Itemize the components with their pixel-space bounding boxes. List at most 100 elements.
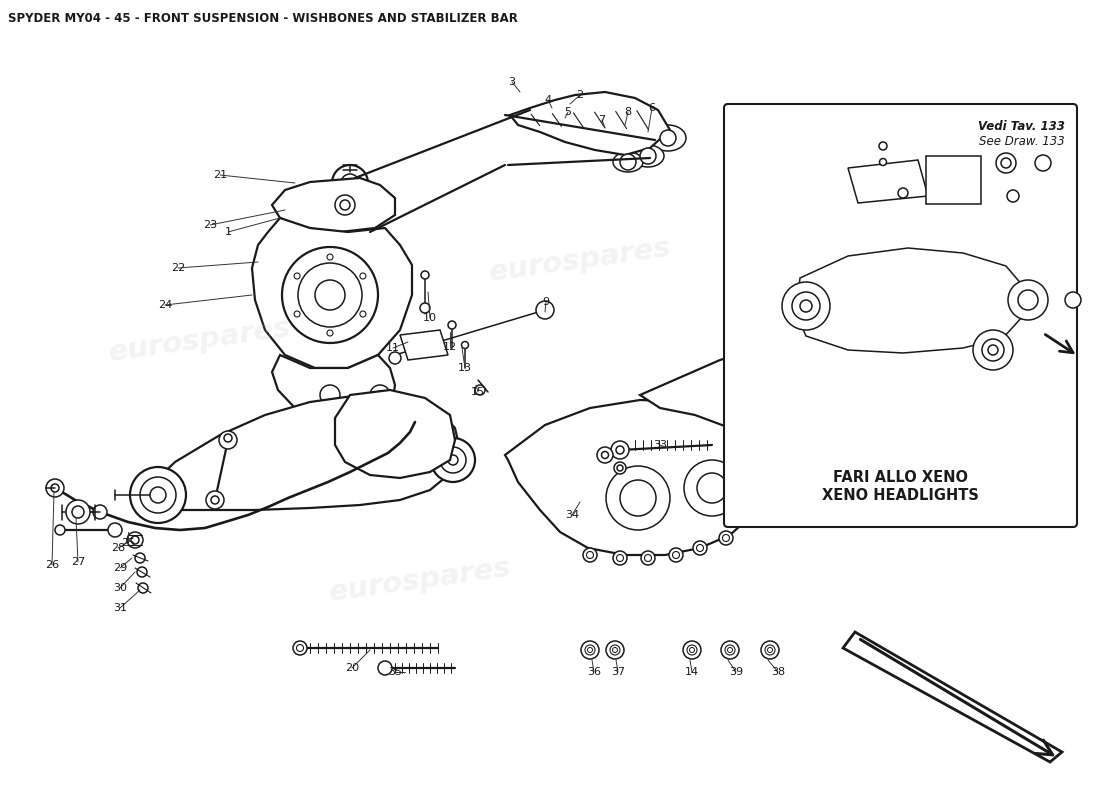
Circle shape — [585, 645, 595, 655]
Text: eurospares: eurospares — [107, 314, 294, 366]
Circle shape — [610, 645, 620, 655]
Polygon shape — [505, 400, 770, 555]
Circle shape — [614, 462, 626, 474]
Circle shape — [996, 153, 1016, 173]
Ellipse shape — [632, 145, 664, 167]
Circle shape — [583, 548, 597, 562]
Circle shape — [126, 532, 143, 548]
Text: 11: 11 — [741, 330, 755, 340]
Circle shape — [683, 641, 701, 659]
Polygon shape — [272, 355, 395, 425]
Circle shape — [690, 647, 694, 653]
Circle shape — [462, 342, 469, 349]
Circle shape — [988, 345, 998, 355]
Circle shape — [688, 645, 697, 655]
Text: 5: 5 — [564, 107, 572, 117]
Circle shape — [376, 391, 384, 399]
Text: 13: 13 — [458, 363, 472, 373]
Circle shape — [282, 247, 378, 343]
Circle shape — [610, 441, 629, 459]
Circle shape — [720, 641, 739, 659]
Text: 12: 12 — [443, 342, 458, 352]
Circle shape — [684, 460, 740, 516]
Ellipse shape — [650, 125, 686, 151]
Text: 19: 19 — [741, 228, 755, 238]
Circle shape — [138, 567, 147, 577]
Circle shape — [370, 385, 390, 405]
Circle shape — [616, 446, 624, 454]
Text: 7: 7 — [598, 115, 606, 125]
Circle shape — [224, 434, 232, 442]
Ellipse shape — [613, 152, 644, 172]
Text: 10: 10 — [725, 265, 739, 275]
Circle shape — [130, 467, 186, 523]
Circle shape — [448, 455, 458, 465]
Circle shape — [719, 531, 733, 545]
Circle shape — [581, 641, 600, 659]
Text: 12: 12 — [741, 148, 755, 158]
Text: eurospares: eurospares — [487, 234, 673, 286]
Text: 4: 4 — [544, 95, 551, 105]
Circle shape — [782, 282, 830, 330]
Circle shape — [336, 195, 355, 215]
Circle shape — [613, 647, 617, 653]
Circle shape — [51, 484, 59, 492]
Circle shape — [597, 447, 613, 463]
Circle shape — [693, 541, 707, 555]
Circle shape — [764, 645, 776, 655]
Polygon shape — [796, 248, 1023, 353]
Circle shape — [697, 473, 727, 503]
Circle shape — [327, 330, 333, 336]
Circle shape — [725, 645, 735, 655]
Text: 25: 25 — [121, 538, 135, 548]
Text: 26: 26 — [45, 560, 59, 570]
Circle shape — [360, 273, 366, 279]
Circle shape — [587, 647, 593, 653]
Circle shape — [138, 583, 148, 593]
Text: 10: 10 — [725, 265, 739, 275]
Text: 30: 30 — [113, 583, 127, 593]
Circle shape — [378, 661, 392, 675]
Text: SPYDER MY04 - 45 - FRONT SUSPENSION - WISHBONES AND STABILIZER BAR: SPYDER MY04 - 45 - FRONT SUSPENSION - WI… — [8, 11, 518, 25]
Text: 28: 28 — [111, 543, 125, 553]
Polygon shape — [843, 632, 1062, 762]
Circle shape — [298, 263, 362, 327]
Circle shape — [792, 292, 820, 320]
Text: 39: 39 — [729, 667, 744, 677]
Circle shape — [46, 479, 64, 497]
Circle shape — [297, 645, 304, 651]
Text: Vedi Tav. 133: Vedi Tav. 133 — [978, 120, 1065, 133]
Text: 20: 20 — [345, 663, 359, 673]
Circle shape — [1006, 190, 1019, 202]
Circle shape — [315, 280, 345, 310]
Circle shape — [641, 551, 654, 565]
Text: 35: 35 — [388, 667, 401, 677]
Circle shape — [742, 426, 754, 438]
Text: 14: 14 — [685, 667, 700, 677]
Text: XENO HEADLIGHTS: XENO HEADLIGHTS — [822, 487, 979, 502]
Circle shape — [293, 641, 307, 655]
Text: 29: 29 — [113, 563, 128, 573]
Circle shape — [346, 179, 354, 187]
Polygon shape — [252, 218, 412, 368]
Text: 33: 33 — [653, 440, 667, 450]
Circle shape — [606, 641, 624, 659]
Polygon shape — [148, 395, 460, 510]
Circle shape — [1035, 155, 1050, 171]
Text: 22: 22 — [170, 263, 185, 273]
Circle shape — [448, 321, 456, 329]
Text: See Draw. 133: See Draw. 133 — [979, 135, 1065, 148]
Circle shape — [640, 148, 656, 164]
Circle shape — [620, 154, 636, 170]
Circle shape — [1018, 290, 1038, 310]
Circle shape — [140, 477, 176, 513]
Circle shape — [586, 551, 594, 558]
Text: 2: 2 — [576, 90, 584, 100]
Circle shape — [1001, 158, 1011, 168]
Text: 34: 34 — [565, 510, 579, 520]
Text: 11: 11 — [386, 343, 400, 353]
Circle shape — [341, 174, 359, 192]
Text: 17: 17 — [741, 208, 755, 218]
Circle shape — [420, 303, 430, 313]
Circle shape — [219, 431, 236, 449]
